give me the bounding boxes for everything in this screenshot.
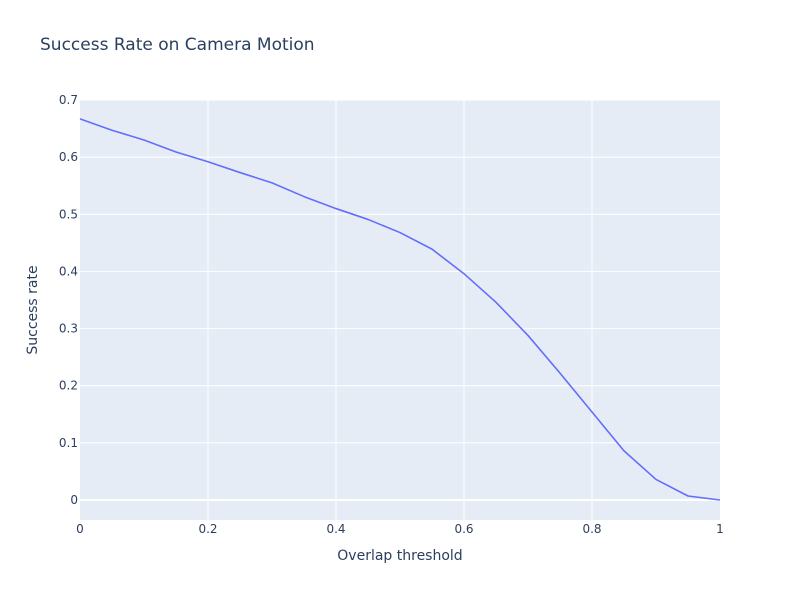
series-line (79, 118, 721, 501)
y-tick-label: 0.7 (59, 93, 78, 107)
y-tick-label: 0.6 (59, 150, 78, 164)
y-tick-label: 0.2 (59, 379, 78, 393)
x-tick-label: 0 (76, 522, 84, 536)
x-axis-title: Overlap threshold (337, 548, 462, 564)
y-tick-label: 0.4 (59, 264, 78, 278)
x-tick-label: 1 (716, 522, 724, 536)
y-tick-label: 0 (70, 493, 78, 507)
plot-background (80, 100, 720, 520)
y-tick-labels: 0 0.1 0.2 0.3 0.4 0.5 0.6 0.7 (59, 93, 78, 507)
series-layer (79, 118, 721, 501)
grid-lines (80, 99, 720, 520)
x-tick-label: 0.6 (454, 522, 473, 536)
y-tick-label: 0.3 (59, 322, 78, 336)
x-tick-labels: 0 0.2 0.4 0.6 0.8 1 (76, 522, 724, 536)
y-axis-title: Success rate (25, 265, 41, 354)
x-tick-label: 0.4 (326, 522, 345, 536)
y-tick-label: 0.1 (59, 436, 78, 450)
chart-title: Success Rate on Camera Motion (40, 35, 315, 55)
y-tick-label: 0.5 (59, 207, 78, 221)
x-tick-label: 0.2 (198, 522, 217, 536)
x-tick-label: 0.8 (582, 522, 601, 536)
